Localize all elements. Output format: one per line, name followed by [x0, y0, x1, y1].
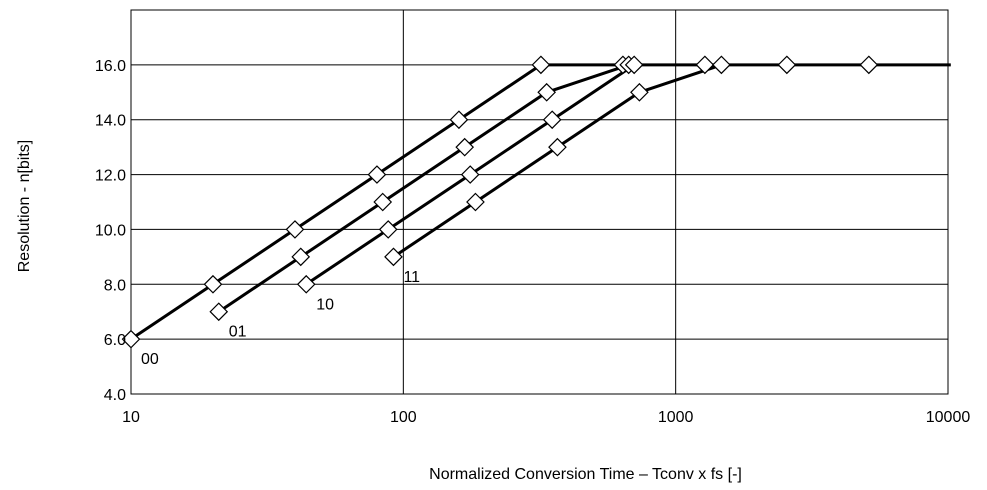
data-point [712, 55, 731, 75]
y-axis-title: Resolution - n[bits] [16, 140, 33, 273]
data-point [460, 165, 480, 184]
data-point [455, 137, 475, 157]
marker-group [121, 55, 879, 349]
data-point [291, 247, 311, 267]
x-tick-label: 1000 [658, 409, 694, 426]
data-point [859, 55, 879, 75]
y-tick-label: 16.0 [95, 58, 126, 75]
data-point [285, 220, 305, 239]
series-label-01: 01 [229, 324, 247, 341]
data-point [531, 55, 551, 75]
y-tick-label: 12.0 [95, 168, 126, 185]
data-point [695, 55, 715, 75]
data-point [466, 192, 485, 212]
series-labels: 00 01 10 11 [141, 269, 420, 368]
data-point [548, 137, 567, 157]
y-tick-label: 10.0 [95, 222, 126, 239]
series-label-10: 10 [316, 296, 334, 313]
y-tick-label: 4.0 [104, 387, 126, 404]
data-point [630, 82, 649, 102]
data-point [121, 329, 141, 349]
series-group [130, 63, 951, 341]
y-tick-label: 14.0 [95, 113, 126, 130]
tick-labels: 4.06.08.010.012.014.016.010 100 1000 10000 [95, 58, 970, 426]
data-point [542, 110, 562, 130]
data-point [209, 302, 229, 322]
y-tick-label: 6.0 [104, 332, 126, 349]
data-point [777, 55, 797, 75]
data-point [624, 55, 644, 75]
plot-area [130, 9, 949, 395]
series-label-00: 00 [141, 351, 159, 368]
x-tick-label: 10000 [926, 409, 971, 426]
data-point [384, 247, 403, 267]
series-label-11: 11 [403, 269, 420, 286]
data-point [203, 274, 223, 294]
data-point [449, 110, 469, 130]
data-point [367, 165, 387, 184]
data-point [296, 274, 316, 294]
y-tick-label: 8.0 [104, 277, 126, 294]
x-axis-title: Normalized Conversion Time – Tconv x fs … [429, 466, 742, 483]
x-tick-label: 100 [390, 409, 417, 426]
series-line-01 [217, 63, 630, 313]
series-line-00 [130, 63, 951, 341]
data-point [373, 192, 393, 212]
data-point [537, 82, 557, 102]
x-tick-label: 10 [122, 409, 140, 426]
data-point [378, 220, 398, 239]
